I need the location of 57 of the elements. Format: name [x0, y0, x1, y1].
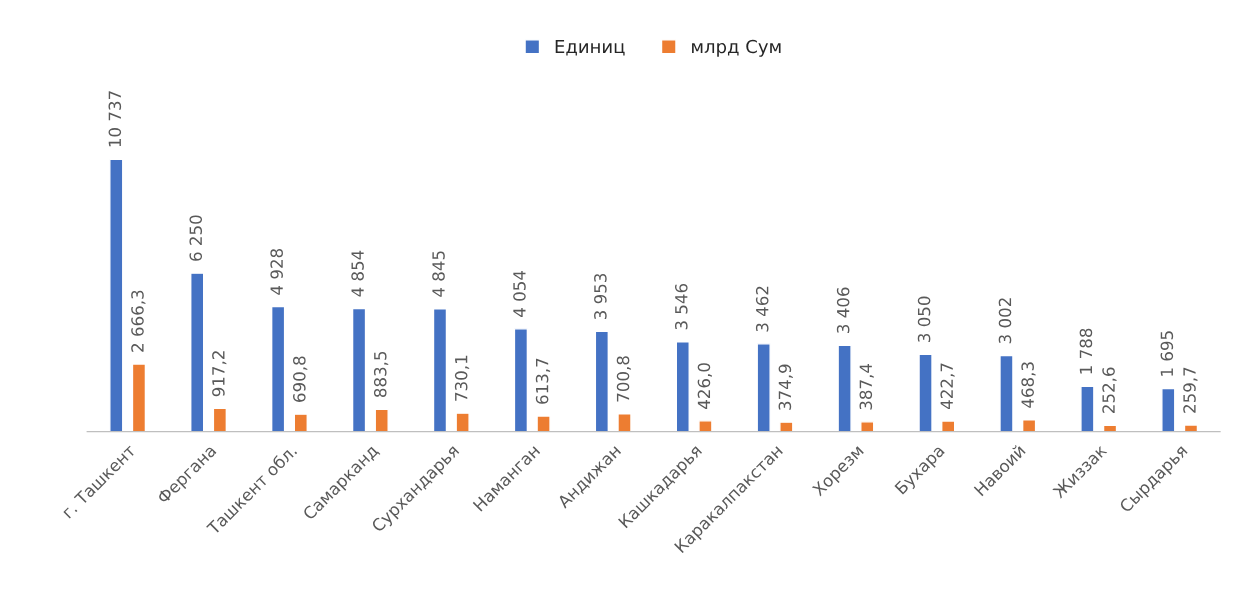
data-label: 3 002	[998, 298, 1012, 344]
data-label: 4 054	[513, 270, 526, 317]
data-label: 252,6	[1102, 367, 1117, 413]
data-label: 3 406	[836, 287, 850, 333]
data-label: 1 695	[1160, 331, 1174, 376]
bar	[1183, 424, 1199, 432]
bar	[617, 413, 632, 432]
data-label: 4 845	[432, 251, 445, 297]
data-label: 4 854	[351, 250, 364, 297]
bar	[270, 305, 286, 432]
data-label: 917,2	[212, 351, 227, 397]
bar	[455, 412, 470, 432]
bar	[536, 415, 551, 432]
data-label: 3 462	[755, 286, 769, 332]
bar	[351, 307, 367, 432]
bar	[756, 343, 771, 432]
data-label: 10 737	[108, 91, 122, 147]
data-label: 426,0	[697, 363, 712, 409]
data-label: 468,3	[1021, 362, 1036, 408]
bar	[941, 420, 956, 432]
bar	[860, 421, 875, 432]
bar	[675, 341, 690, 432]
bar	[594, 330, 610, 432]
bar	[432, 308, 448, 432]
bar	[1080, 385, 1095, 432]
bar	[131, 363, 147, 432]
bar	[698, 420, 713, 432]
bar	[837, 344, 852, 432]
data-label: 4 928	[270, 248, 283, 295]
legend-label: млрд Сум	[692, 39, 781, 57]
data-label: 883,5	[373, 351, 389, 398]
data-label: 259,7	[1183, 367, 1198, 413]
bar	[212, 407, 228, 432]
data-label: 1 788	[1079, 328, 1093, 374]
data-label: 387,4	[859, 363, 874, 410]
bar	[109, 158, 124, 432]
bar	[1161, 387, 1176, 432]
data-label: 700,8	[616, 356, 632, 402]
legend-label: Единиц	[555, 39, 625, 56]
data-label: 374,9	[778, 364, 793, 410]
bar	[374, 408, 389, 432]
bar	[190, 272, 205, 432]
bar	[918, 353, 933, 432]
data-label: 690,8	[293, 356, 308, 402]
data-label: 6 250	[189, 215, 203, 261]
data-label: 422,7	[940, 363, 955, 410]
bar	[999, 354, 1014, 432]
data-label: 2 666,3	[131, 290, 146, 352]
bar	[513, 328, 529, 432]
data-label: 3 953	[594, 273, 607, 320]
data-label: 3 546	[674, 283, 688, 330]
bar	[293, 413, 308, 432]
bar	[779, 421, 794, 432]
data-label: 3 050	[917, 296, 931, 342]
bar	[1021, 419, 1037, 432]
data-label: 730,1	[454, 355, 470, 401]
data-label: 613,7	[535, 358, 551, 404]
